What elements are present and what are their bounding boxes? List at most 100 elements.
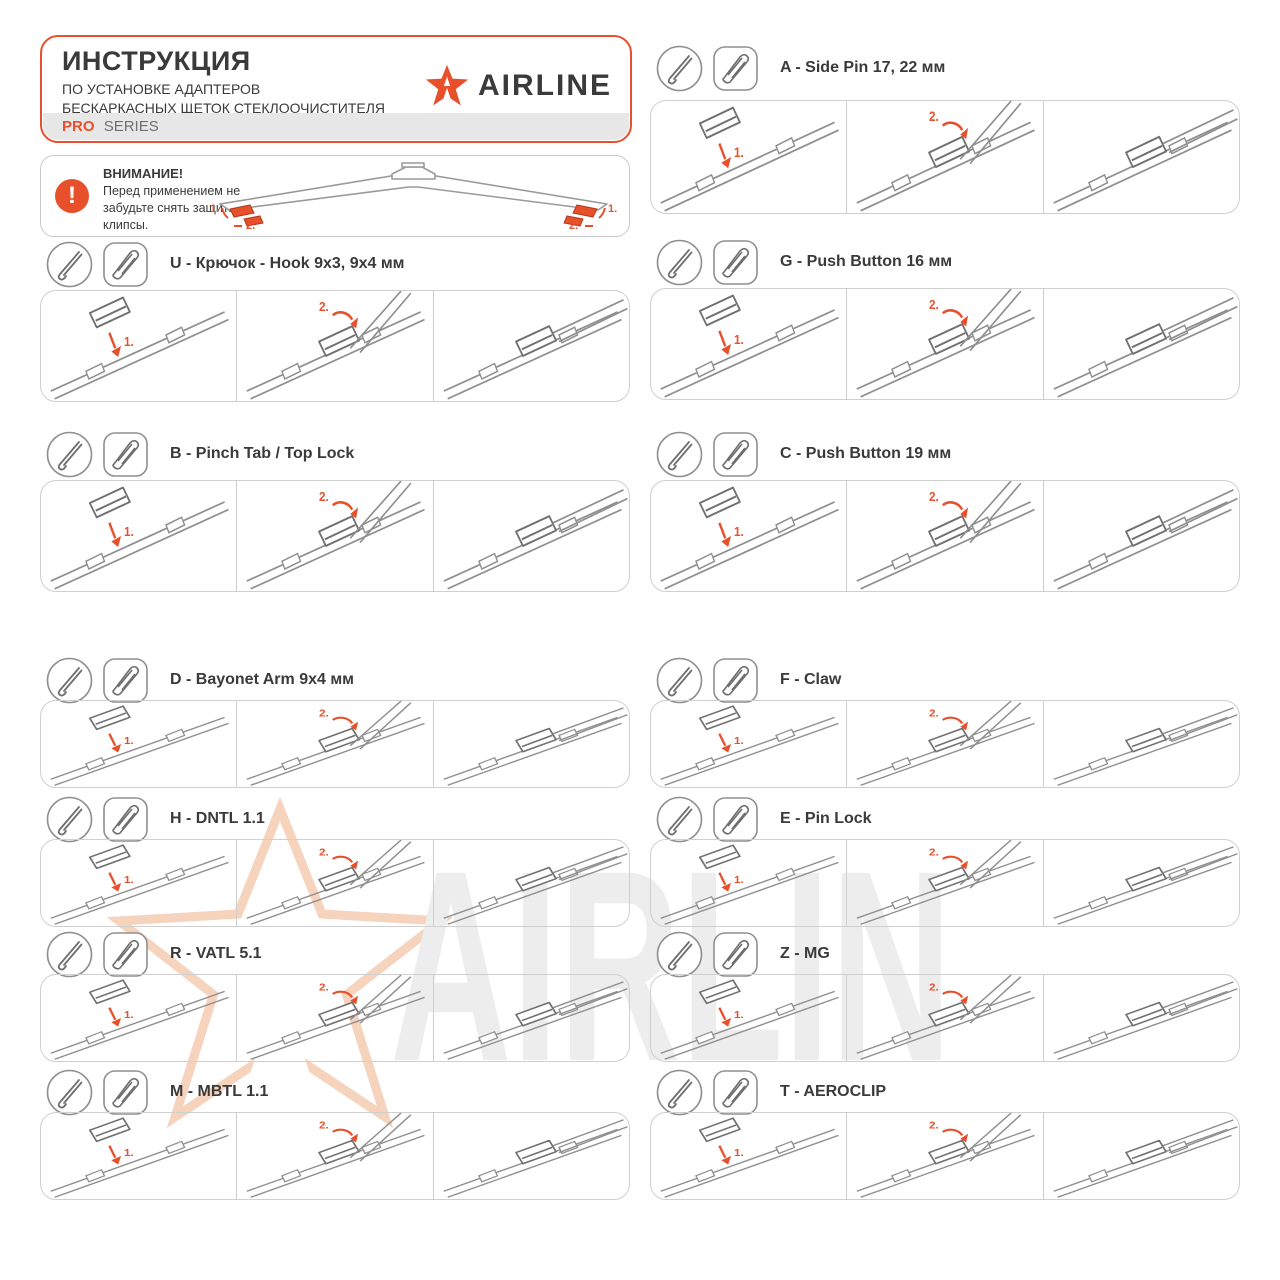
step-1-illustration: 1. <box>651 1113 846 1199</box>
series-highlight: PRO <box>62 118 95 135</box>
adapter-icon <box>102 796 149 843</box>
step-3-illustration <box>1042 1113 1239 1199</box>
section-title: G - Push Button 16 мм <box>780 253 953 270</box>
svg-text:2.: 2. <box>929 982 939 993</box>
wiper-arm-icon <box>46 657 93 704</box>
step-2-illustration: 2. <box>846 701 1042 787</box>
warning-card: ! ВНИМАНИЕ! Перед применением не забудьт… <box>40 155 630 237</box>
svg-text:1.: 1. <box>734 1010 744 1021</box>
svg-text:2.: 2. <box>319 299 329 314</box>
wiper-arm-icon <box>656 45 703 92</box>
page-subtitle-2: БЕСКАРКАСНЫХ ЩЕТОК СТЕКЛООЧИСТИТЕЛЯ <box>62 100 386 116</box>
section-title: C - Push Button 19 мм <box>780 445 952 462</box>
instruction-panel: 1. 2. <box>650 839 1240 927</box>
svg-text:1.: 1. <box>124 524 134 539</box>
header-card: ИНСТРУКЦИЯ ПО УСТАНОВКЕ АДАПТЕРОВ БЕСКАР… <box>40 35 632 143</box>
step-1-illustration: 1. <box>651 289 846 399</box>
warning-title: ВНИМАНИЕ! <box>103 166 184 181</box>
series-label: SERIES <box>103 118 159 135</box>
svg-text:1.: 1. <box>734 145 744 160</box>
wiper-arm-icon <box>46 241 93 288</box>
svg-text:2.: 2. <box>929 109 939 124</box>
adapter-icon <box>712 657 759 704</box>
section-title: B - Pinch Tab / Top Lock <box>170 445 355 462</box>
section-title: A - Side Pin 17, 22 мм <box>780 59 946 76</box>
wiper-blade-illustration: 1. 2. 2. 1. <box>210 162 617 232</box>
step-1-illustration: 1. <box>651 101 846 213</box>
adapter-icon <box>102 431 149 478</box>
wiper-arm-icon <box>46 1069 93 1116</box>
svg-text:1.: 1. <box>734 524 744 539</box>
adapter-icon <box>102 657 149 704</box>
step-1-illustration: 1. <box>41 975 236 1061</box>
svg-text:1.: 1. <box>124 1010 134 1021</box>
instruction-panel: 1. 2. <box>650 1112 1240 1200</box>
svg-text:2.: 2. <box>319 708 329 719</box>
clip-step-label: 2. <box>246 220 255 232</box>
step-2-illustration: 2. <box>846 840 1042 926</box>
instruction-panel: 1. 2. <box>40 1112 630 1200</box>
wiper-arm-icon <box>46 796 93 843</box>
step-1-illustration: 1. <box>41 840 236 926</box>
instruction-panel: 1. 2. <box>650 974 1240 1062</box>
instruction-panel: 1. 2. <box>650 480 1240 592</box>
svg-text:1.: 1. <box>734 332 744 347</box>
section-title: R - VATL 5.1 <box>170 945 262 962</box>
wiper-arm-icon <box>656 796 703 843</box>
section-title: D - Bayonet Arm 9x4 мм <box>170 671 355 688</box>
svg-text:1.: 1. <box>124 1148 134 1159</box>
svg-text:2.: 2. <box>319 982 329 993</box>
adapter-icon <box>712 45 759 92</box>
step-2-illustration: 2. <box>236 481 432 591</box>
adapter-icon <box>712 1069 759 1116</box>
section-title: H - DNTL 1.1 <box>170 810 265 827</box>
instruction-panel: 1. 2. <box>650 700 1240 788</box>
wiper-arm-icon <box>656 657 703 704</box>
wiper-arm-icon <box>46 931 93 978</box>
svg-text:2.: 2. <box>929 1120 939 1131</box>
step-3-illustration <box>432 291 629 401</box>
step-2-illustration: 2. <box>846 481 1042 591</box>
step-2-illustration: 2. <box>236 1113 432 1199</box>
adapter-icon <box>102 1069 149 1116</box>
step-1-illustration: 1. <box>41 291 236 401</box>
step-3-illustration <box>432 840 629 926</box>
step-1-illustration: 1. <box>651 701 846 787</box>
adapter-icon <box>102 931 149 978</box>
section-title: F - Claw <box>780 671 842 688</box>
svg-text:2.: 2. <box>929 489 939 504</box>
section-title: U - Крючок - Hook 9x3, 9x4 мм <box>170 255 405 272</box>
adapter-icon <box>712 431 759 478</box>
clip-step-label: 1. <box>210 203 219 215</box>
clip-step-label: 1. <box>608 203 617 215</box>
svg-text:2.: 2. <box>319 489 329 504</box>
step-3-illustration <box>1042 975 1239 1061</box>
exclamation-icon: ! <box>55 179 89 213</box>
step-3-illustration <box>1042 289 1239 399</box>
step-2-illustration: 2. <box>846 289 1042 399</box>
wiper-arm-icon <box>46 431 93 478</box>
step-3-illustration <box>432 481 629 591</box>
svg-text:1.: 1. <box>124 334 134 349</box>
adapter-icon <box>712 931 759 978</box>
section-title: M - MBTL 1.1 <box>170 1083 269 1100</box>
instruction-panel: 1. 2. <box>40 839 630 927</box>
svg-text:2.: 2. <box>319 847 329 858</box>
step-2-illustration: 2. <box>236 975 432 1061</box>
step-1-illustration: 1. <box>41 481 236 591</box>
step-1-illustration: 1. <box>41 1113 236 1199</box>
svg-text:1.: 1. <box>124 875 134 886</box>
instruction-panel: 1. 2. <box>650 100 1240 214</box>
watermark-star-icon <box>60 795 500 1145</box>
brand-name: AIRLINE <box>478 69 612 102</box>
step-3-illustration <box>432 1113 629 1199</box>
step-1-illustration: 1. <box>651 481 846 591</box>
series-bar: PRO SERIES <box>43 113 629 140</box>
wiper-arm-icon <box>656 239 703 286</box>
clip-step-label: 2. <box>569 220 578 232</box>
adapter-icon <box>712 239 759 286</box>
svg-text:1.: 1. <box>734 875 744 886</box>
svg-text:2.: 2. <box>929 708 939 719</box>
svg-text:2.: 2. <box>929 297 939 312</box>
